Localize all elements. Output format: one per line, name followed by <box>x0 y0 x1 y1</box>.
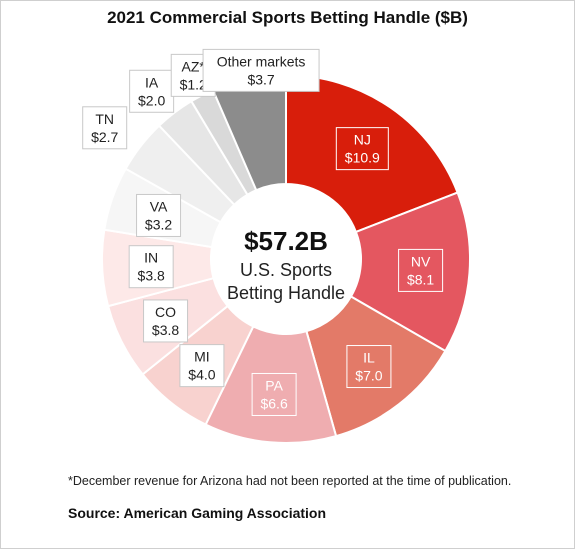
center-label-line1: U.S. Sports <box>240 260 332 280</box>
slice-label-box-nj <box>335 127 389 171</box>
slice-label-box-il <box>346 345 392 389</box>
slice-label-in: IN $3.8 <box>128 245 174 289</box>
slice-name-nj: NJ <box>354 132 371 148</box>
slice-label-va: VA $3.2 <box>136 193 182 237</box>
slice-label-mi: MI $4.0 <box>179 344 225 388</box>
slice-name-az: AZ* <box>182 58 206 74</box>
slice-value-nv: $8.1 <box>407 271 434 287</box>
center-total-value: $57.2B <box>244 226 328 256</box>
slice-value-tn: $2.7 <box>91 129 118 145</box>
slice-name-co: CO <box>155 304 176 320</box>
slice-name-va: VA <box>150 198 168 214</box>
slice-label-ia: IA $2.0 <box>129 69 175 113</box>
slice-label-box-pa <box>251 372 297 416</box>
center-label-line2: Betting Handle <box>227 283 345 303</box>
slice-name-mi: MI <box>194 349 210 365</box>
slice-name-ia: IA <box>145 74 159 90</box>
slice-label-box-mi <box>179 344 225 388</box>
slice-label-nv: NV $8.1 <box>398 248 444 292</box>
slice-value-mi: $4.0 <box>188 367 215 383</box>
slice-label-box-tn <box>82 106 128 150</box>
slice-label-box-va <box>136 193 182 237</box>
slice-labels: NJ $10.9 NV $8.1 IL $7.0 PA $6.6 MI $4.0 CO $3.8 IN $… <box>82 48 444 416</box>
slice-label-nj: NJ $10.9 <box>335 127 389 171</box>
slice-label-box-in <box>128 245 174 289</box>
slice-label-box-ia <box>129 69 175 113</box>
donut-hole <box>211 184 361 334</box>
slice-value-other-markets: $3.7 <box>247 71 274 87</box>
chart-title: 2021 Commercial Sports Betting Handle ($… <box>107 8 468 27</box>
slice-label-tn: TN $2.7 <box>82 106 128 150</box>
slice-label-box-co <box>143 299 189 343</box>
slice-label-other-markets: Other markets $3.7 <box>202 48 320 92</box>
source-line: Source: American Gaming Association <box>68 505 327 521</box>
slice-label-co: CO $3.8 <box>143 299 189 343</box>
slice-name-il: IL <box>363 350 375 366</box>
slice-name-nv: NV <box>411 253 431 269</box>
slice-name-in: IN <box>144 250 158 266</box>
slice-label-pa: PA $6.6 <box>251 372 297 416</box>
slice-label-il: IL $7.0 <box>346 345 392 389</box>
slice-value-in: $3.8 <box>138 268 165 284</box>
slice-name-pa: PA <box>265 377 283 393</box>
slice-label-box-other-markets <box>202 48 320 92</box>
slice-value-ia: $2.0 <box>138 92 165 108</box>
slice-value-pa: $6.6 <box>260 395 287 411</box>
slice-label-box-nv <box>398 248 444 292</box>
slice-name-other-markets: Other markets <box>217 53 306 69</box>
slice-value-il: $7.0 <box>355 368 382 384</box>
slice-value-nj: $10.9 <box>345 150 380 166</box>
slice-value-va: $3.2 <box>145 216 172 232</box>
footnote: *December revenue for Arizona had not be… <box>68 474 512 488</box>
slice-name-tn: TN <box>95 111 114 127</box>
slice-value-co: $3.8 <box>152 322 179 338</box>
slice-value-az: $1.2 <box>180 76 207 92</box>
donut-slices <box>101 73 471 444</box>
